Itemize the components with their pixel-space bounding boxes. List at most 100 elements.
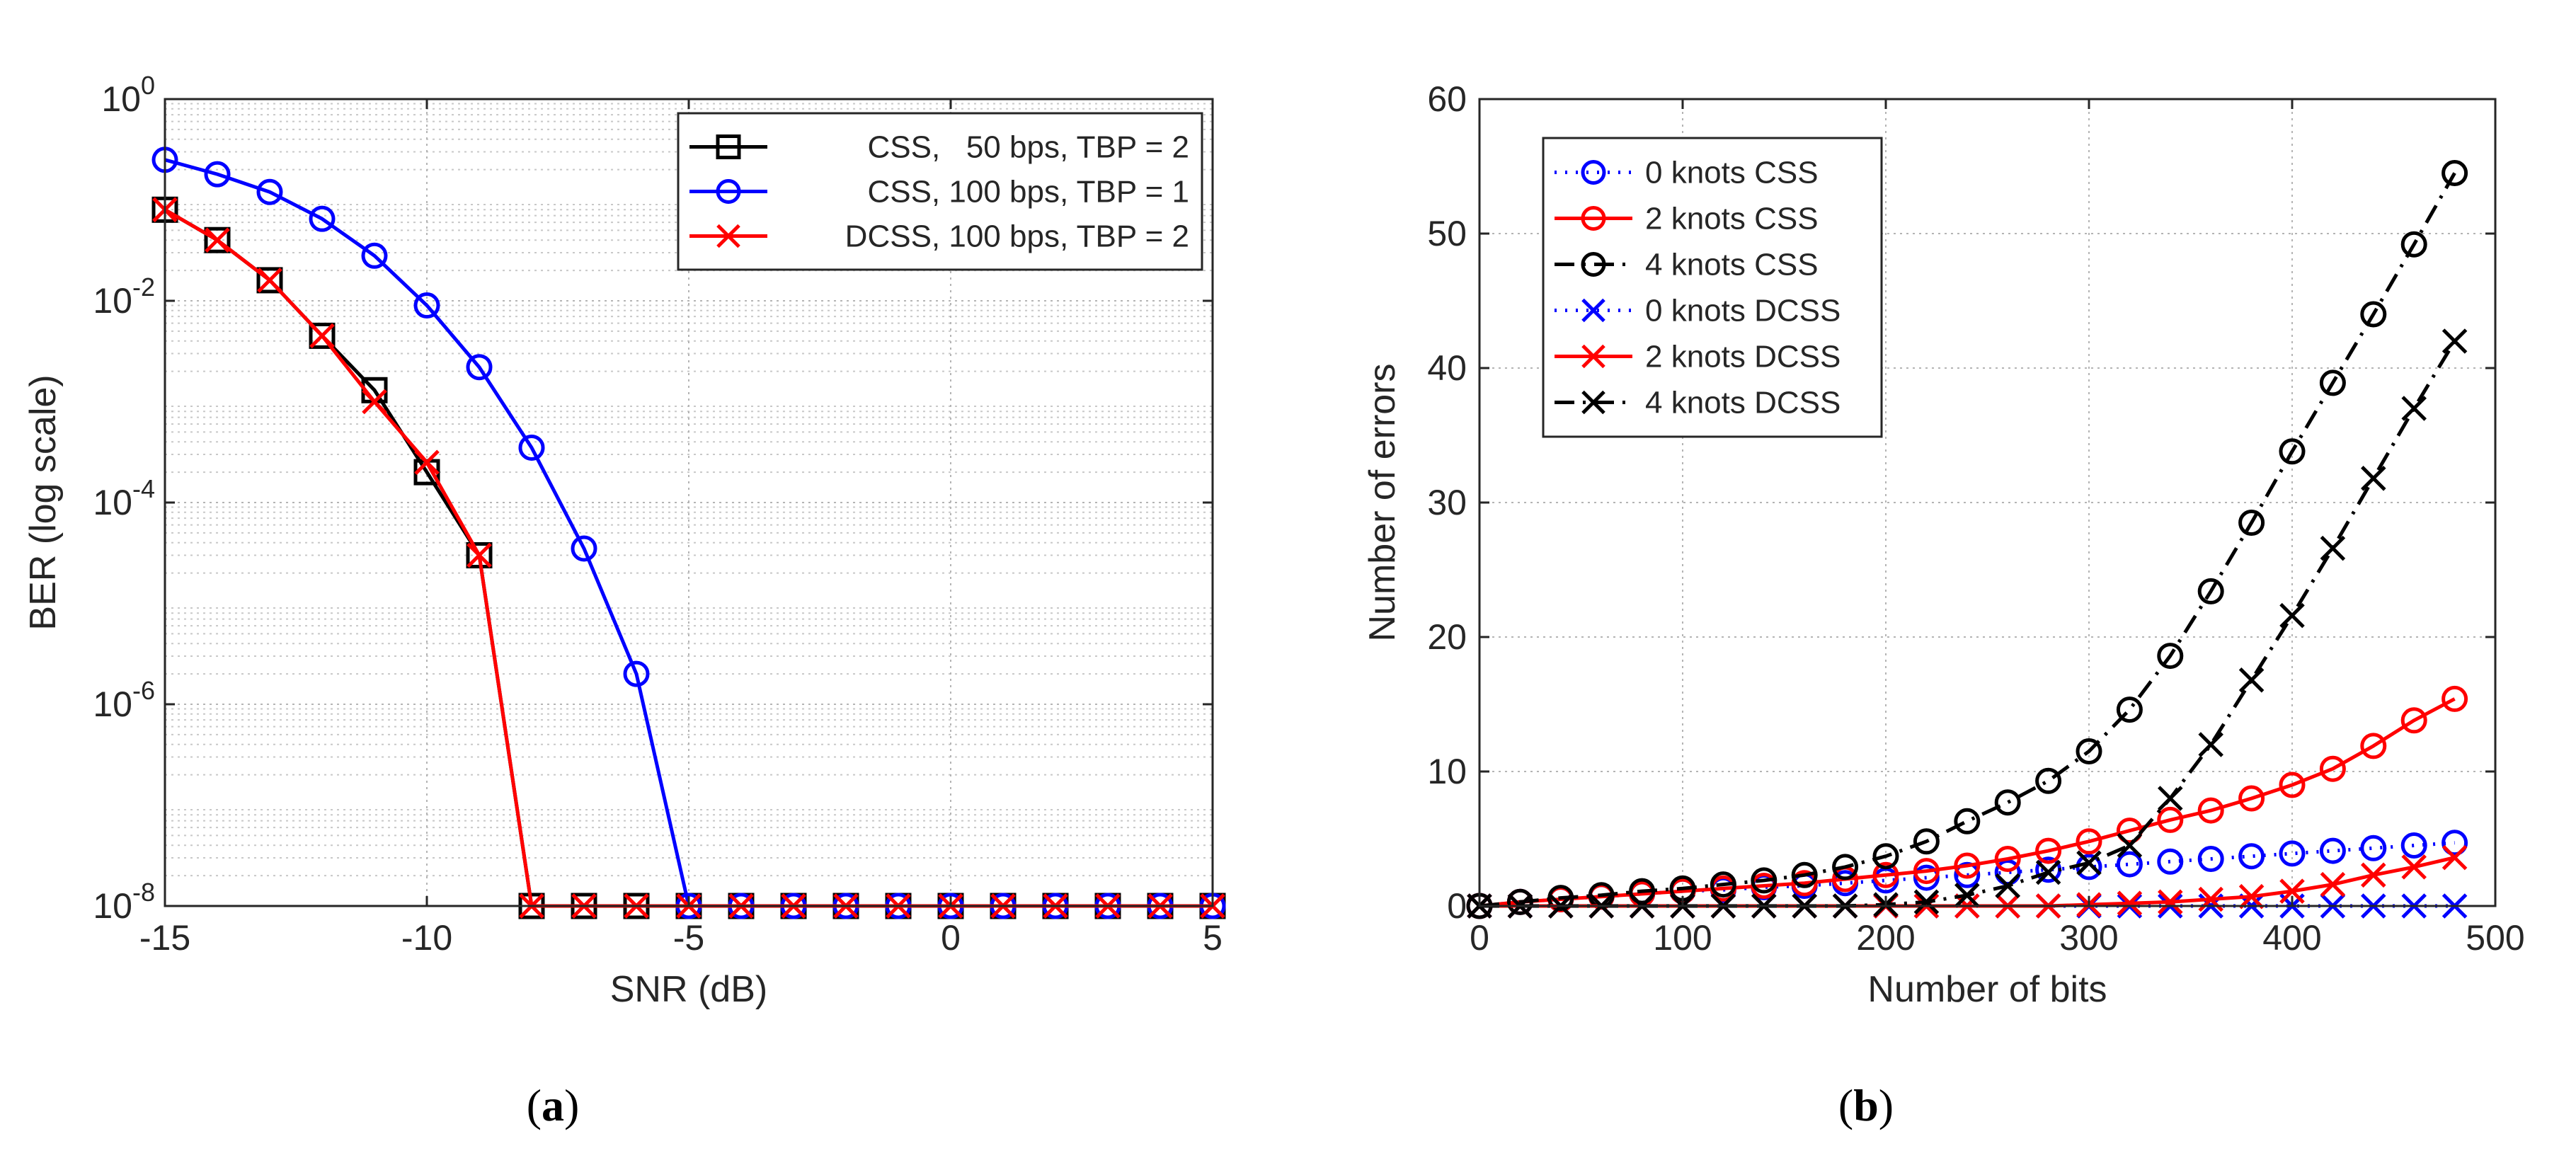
y-axis-label: Number of errors bbox=[1362, 364, 1403, 642]
data-point bbox=[204, 161, 231, 188]
data-point bbox=[2197, 578, 2224, 604]
data-point bbox=[2400, 231, 2427, 258]
legend-label: 2 knots CSS bbox=[1645, 202, 1819, 236]
data-point bbox=[2238, 785, 2265, 812]
legend-label: 4 knots CSS bbox=[1645, 248, 1819, 282]
y-tick-label: 60 bbox=[1427, 79, 1467, 119]
data-point bbox=[2319, 837, 2346, 864]
data-point bbox=[2238, 510, 2265, 536]
data-point bbox=[2076, 738, 2102, 764]
data-point bbox=[1506, 888, 1533, 915]
data-point bbox=[1995, 873, 2020, 899]
data-point bbox=[716, 134, 741, 159]
data-point bbox=[1581, 252, 1606, 277]
data-point bbox=[571, 535, 597, 562]
data-point bbox=[205, 227, 230, 253]
data-point bbox=[1581, 390, 1605, 415]
data-point bbox=[2035, 859, 2061, 885]
data-point bbox=[1832, 854, 1859, 880]
chart-errors-vs-bits: 0 100 200 300 400 500 0 10 20 30 40 50 60 Number of b… bbox=[1362, 79, 2525, 1010]
data-point bbox=[2400, 832, 2427, 859]
legend-item: CSS, 50 bps, TBP = 2 bbox=[689, 130, 1189, 165]
x-tick-label: 100 bbox=[1653, 918, 1712, 958]
data-point bbox=[2319, 755, 2346, 782]
data-point bbox=[716, 224, 740, 248]
data-point bbox=[1913, 858, 1940, 885]
data-point bbox=[2279, 840, 2306, 867]
y-tick-label: 0 bbox=[1447, 886, 1467, 926]
data-point bbox=[2035, 767, 2062, 794]
x-tick-label: -10 bbox=[401, 918, 452, 958]
data-point bbox=[2076, 850, 2102, 876]
legend-box bbox=[1542, 137, 1883, 438]
y-tick-label: 10 bbox=[1427, 752, 1467, 791]
data-point bbox=[414, 449, 440, 476]
data-point bbox=[716, 179, 741, 204]
data-point bbox=[2319, 369, 2346, 396]
data-point bbox=[2361, 862, 2386, 888]
y-tick-label: 10-4 bbox=[93, 474, 155, 522]
data-point bbox=[2360, 733, 2387, 759]
data-point bbox=[1710, 871, 1736, 898]
legend-item: 4 knots DCSS bbox=[1555, 386, 1841, 420]
data-point bbox=[309, 322, 336, 349]
data-point bbox=[1581, 344, 1605, 369]
data-point bbox=[2117, 832, 2143, 859]
data-point bbox=[1913, 864, 1940, 891]
data-point bbox=[2360, 834, 2387, 861]
data-point bbox=[2116, 851, 2143, 878]
data-point bbox=[1791, 870, 1818, 897]
data-point bbox=[204, 226, 231, 253]
data-point bbox=[2320, 871, 2346, 897]
data-point bbox=[2157, 806, 2184, 833]
series-2 bbox=[1466, 160, 2468, 919]
data-point bbox=[2035, 837, 2062, 864]
y-tick-label: 10-8 bbox=[93, 878, 155, 926]
data-point bbox=[1994, 789, 2021, 816]
data-point bbox=[256, 178, 283, 205]
legend-item: 0 knots DCSS bbox=[1555, 294, 1841, 328]
x-tick-label: 5 bbox=[1203, 918, 1223, 958]
legend-item: 4 knots CSS bbox=[1555, 248, 1819, 282]
data-point bbox=[2238, 843, 2265, 870]
y-tick-label: 100 bbox=[101, 71, 155, 119]
data-point bbox=[413, 292, 440, 319]
data-point bbox=[2279, 438, 2306, 465]
data-point bbox=[1751, 867, 1778, 894]
y-tick-label: 10-2 bbox=[93, 273, 155, 321]
data-point bbox=[2401, 854, 2427, 880]
x-tick-label: 0 bbox=[1470, 918, 1489, 958]
data-point bbox=[1954, 883, 1980, 908]
data-point bbox=[257, 268, 282, 293]
data-point bbox=[2401, 396, 2427, 421]
data-point bbox=[2197, 846, 2224, 872]
y-tick-label: 10-6 bbox=[93, 676, 155, 724]
data-point bbox=[2279, 771, 2306, 798]
caption-b: (b) bbox=[1838, 1080, 1894, 1130]
data-point bbox=[2076, 828, 2102, 855]
data-point bbox=[1791, 861, 1818, 888]
legend-item: DCSS, 100 bps, TBP = 2 bbox=[689, 219, 1189, 254]
data-point bbox=[2442, 830, 2468, 856]
legend-label: 4 knots DCSS bbox=[1645, 386, 1841, 420]
data-point bbox=[2442, 844, 2468, 871]
data-point bbox=[2400, 707, 2427, 734]
legend-label: CSS, 50 bps, TBP = 2 bbox=[867, 130, 1189, 165]
data-point bbox=[362, 389, 387, 415]
legend-item: 0 knots CSS bbox=[1555, 156, 1819, 190]
data-point bbox=[2158, 786, 2183, 811]
data-point bbox=[2361, 466, 2386, 491]
legend-label: CSS, 100 bps, TBP = 1 bbox=[867, 175, 1189, 210]
y-tick-label: 40 bbox=[1427, 348, 1467, 388]
x-tick-label: 0 bbox=[941, 918, 961, 958]
legend: 0 knots CSS 2 knots CSS 4 knots CSS 0 knots… bbox=[1542, 137, 1883, 438]
legend-item: 2 knots DCSS bbox=[1555, 340, 1841, 374]
data-point bbox=[1629, 878, 1656, 905]
x-tick-label: 300 bbox=[2059, 918, 2118, 958]
legend-item: 2 knots CSS bbox=[1555, 202, 1819, 236]
data-point bbox=[623, 660, 650, 687]
x-tick-label: 200 bbox=[1856, 918, 1915, 958]
legend-label: 0 knots CSS bbox=[1645, 156, 1819, 190]
data-point bbox=[1547, 885, 1574, 912]
legend-label: DCSS, 100 bps, TBP = 2 bbox=[845, 219, 1189, 254]
